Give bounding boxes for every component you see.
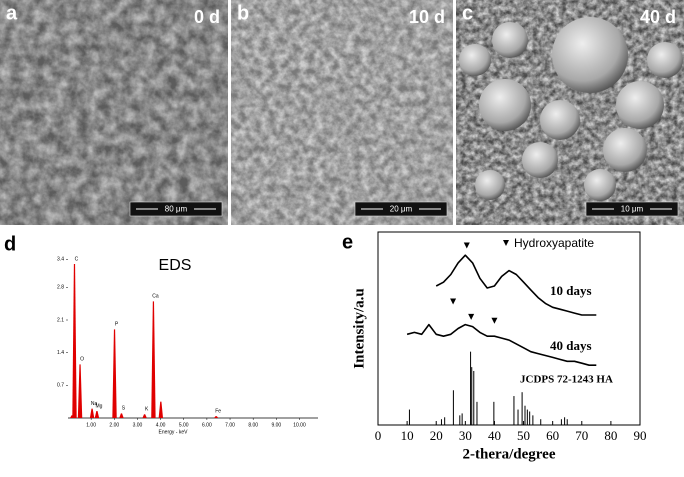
series-line	[406, 323, 597, 366]
sem-panel-c	[456, 0, 684, 225]
plots: d EDS 0.7 1.4 2.1 2.8 3.4 1.00 2.00 3.00 4.00 5.00 6…	[4, 231, 647, 462]
y-axis-label: Intensity/a.u	[351, 288, 367, 368]
peak-marker	[468, 313, 475, 320]
x-axis-label: 2-thera/degree	[462, 446, 555, 462]
peak-label: S	[122, 406, 126, 412]
x-tick-label: 0	[375, 428, 382, 443]
peak	[72, 264, 77, 418]
peak-label: Mg	[95, 403, 102, 409]
y-tick-label: 2.8	[57, 285, 64, 291]
sem-labels: a 0 d 80 μm b 10 d 20 μm c 40 d 10 μm	[6, 2, 679, 217]
legend-marker	[503, 240, 509, 246]
x-tick-label: 10	[401, 428, 414, 443]
sphere	[647, 42, 683, 78]
panel-label: e	[342, 231, 353, 253]
scale-text-bg	[383, 204, 419, 214]
series-label: 40 days	[550, 338, 592, 353]
sphere	[459, 44, 491, 76]
spheres	[459, 17, 683, 201]
panel-label: c	[462, 2, 473, 24]
sem-texture	[0, 0, 228, 225]
peak-label: C	[75, 256, 79, 262]
sem-texture	[231, 0, 453, 225]
peak-label: Fe	[215, 408, 221, 414]
x-tick-label: 3.00	[133, 422, 143, 428]
sphere	[479, 79, 531, 131]
sphere	[492, 22, 528, 58]
scale-bar-label: 20 μm	[390, 205, 413, 214]
x-tick-label: 30	[459, 428, 472, 443]
x-tick-label: 60	[546, 428, 559, 443]
peak	[213, 416, 219, 418]
x-tick-label: 50	[517, 428, 530, 443]
x-tick-label: 6.00	[202, 422, 212, 428]
series-line	[435, 254, 597, 316]
x-tick-label: 5.00	[179, 422, 189, 428]
peak-label: O	[80, 357, 84, 363]
x-tick-label: 10.00	[293, 422, 306, 428]
sphere	[616, 81, 664, 129]
sphere	[540, 100, 580, 140]
peak	[151, 301, 156, 418]
y-tick-label: 3.4	[57, 257, 64, 263]
scale-text-bg	[614, 204, 650, 214]
peak-label: P	[115, 322, 119, 328]
x-tick-label: 7.00	[225, 422, 235, 428]
y-tick-label: 2.1	[57, 317, 64, 323]
peak-marker	[450, 298, 457, 305]
x-tick-label: 70	[575, 428, 588, 443]
sem-panel-b	[231, 0, 453, 225]
x-tick-label: 1.00	[86, 422, 96, 428]
panel-label: b	[237, 2, 249, 24]
chart-title: EDS	[159, 257, 192, 274]
scale-bar-label: 80 μm	[165, 205, 188, 214]
peak-marker	[491, 317, 498, 324]
peak-label: Ca	[152, 294, 159, 300]
x-tick-label: 4.00	[156, 422, 166, 428]
peak	[94, 411, 100, 418]
x-tick-label: 90	[634, 428, 647, 443]
sphere	[584, 169, 616, 201]
x-tick-label: 40	[488, 428, 501, 443]
peak-marker	[463, 242, 470, 249]
time-label: 0 d	[194, 7, 220, 27]
x-tick-label: 20	[430, 428, 443, 443]
peak	[112, 329, 117, 418]
y-tick-label: 0.7	[57, 383, 64, 389]
scale-text-bg	[158, 204, 194, 214]
sphere	[603, 128, 647, 172]
sem-panel-a	[0, 0, 228, 225]
x-tick-label: 2.00	[109, 422, 119, 428]
x-tick-label: 9.00	[271, 422, 281, 428]
series-label: 10 days	[550, 283, 592, 298]
x-tick-label: 80	[604, 428, 617, 443]
x-tick-label: 8.00	[248, 422, 258, 428]
panel-label: d	[4, 233, 16, 255]
time-label: 10 d	[409, 7, 445, 27]
plot-frame	[377, 231, 641, 426]
peak	[89, 408, 95, 418]
scale-bar-label: 10 μm	[621, 205, 644, 214]
sphere	[552, 17, 628, 93]
time-label: 40 d	[640, 7, 676, 27]
panel-label: a	[6, 2, 18, 24]
y-tick-label: 1.4	[57, 350, 64, 356]
reference-label: JCDPS 72-1243 HA	[520, 374, 613, 386]
peak	[142, 414, 147, 418]
sphere	[475, 170, 505, 200]
peak	[158, 401, 164, 418]
peak-label: K	[145, 407, 149, 413]
x-axis-label: Energy - keV	[159, 429, 189, 435]
legend-label: Hydroxyapatite	[514, 236, 594, 250]
peak	[119, 413, 124, 418]
peak-label: Na	[91, 401, 98, 407]
sphere	[522, 142, 558, 178]
peak	[77, 364, 83, 418]
